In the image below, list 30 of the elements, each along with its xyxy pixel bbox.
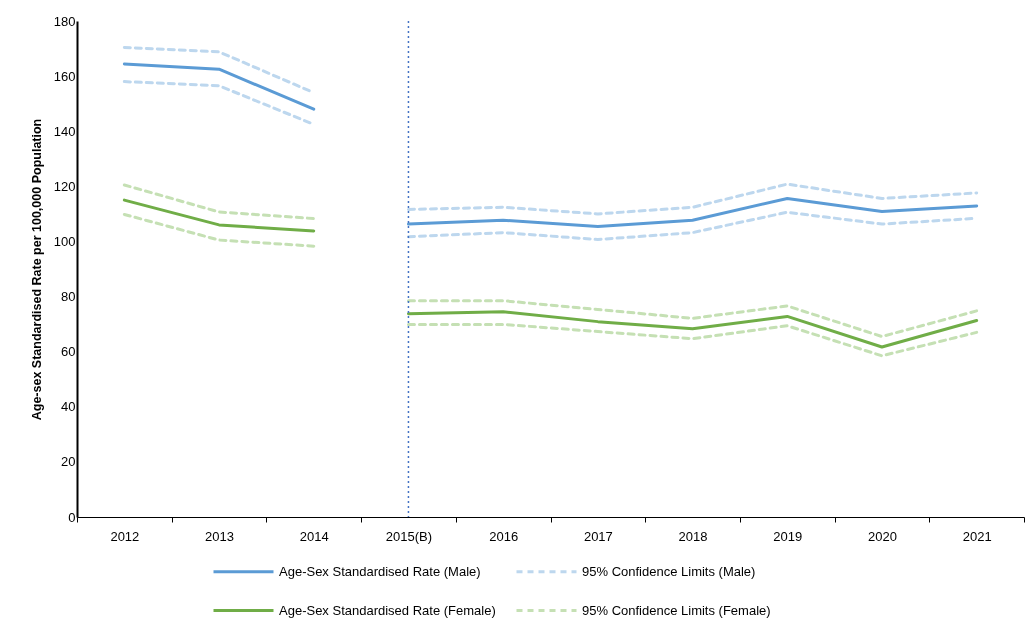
x-tick-label: 2016 bbox=[489, 528, 519, 544]
legend-label: 95% Confidence Limits (Male) bbox=[582, 563, 756, 579]
y-axis-title: Age-sex Standardised Rate per 100,000 Population bbox=[29, 118, 44, 421]
y-tick-label: 20 bbox=[61, 454, 76, 470]
x-tick-label: 2020 bbox=[867, 528, 897, 544]
x-tick-label: 2012 bbox=[110, 528, 140, 544]
legend-label: 95% Confidence Limits (Female) bbox=[582, 602, 771, 618]
y-tick-label: 180 bbox=[53, 13, 76, 29]
y-tick-label: 80 bbox=[61, 289, 76, 305]
line-series bbox=[406, 299, 979, 339]
x-tick-label: 2019 bbox=[773, 528, 803, 544]
line-series bbox=[406, 322, 979, 358]
legend-label: Age-Sex Standardised Rate (Male) bbox=[279, 563, 481, 579]
line-series bbox=[406, 310, 979, 349]
x-tick-label: 2014 bbox=[299, 528, 329, 544]
x-tick-label: 2015(B) bbox=[385, 528, 433, 544]
line-series bbox=[406, 196, 979, 229]
legend-label: Age-Sex Standardised Rate (Female) bbox=[279, 602, 496, 618]
y-tick-label: 60 bbox=[61, 344, 76, 360]
x-tick-label: 2017 bbox=[583, 528, 613, 544]
y-tick-label: 160 bbox=[53, 68, 76, 84]
line-series bbox=[406, 182, 979, 216]
x-tick-label: 2013 bbox=[205, 528, 235, 544]
y-tick-label: 40 bbox=[61, 399, 76, 415]
y-tick-label: 100 bbox=[53, 233, 76, 249]
x-tick-label: 2018 bbox=[678, 528, 708, 544]
x-tick-label: 2021 bbox=[962, 528, 992, 544]
y-tick-label: 140 bbox=[53, 123, 76, 139]
y-tick-label: 0 bbox=[68, 509, 76, 525]
y-tick-label: 120 bbox=[53, 178, 76, 194]
